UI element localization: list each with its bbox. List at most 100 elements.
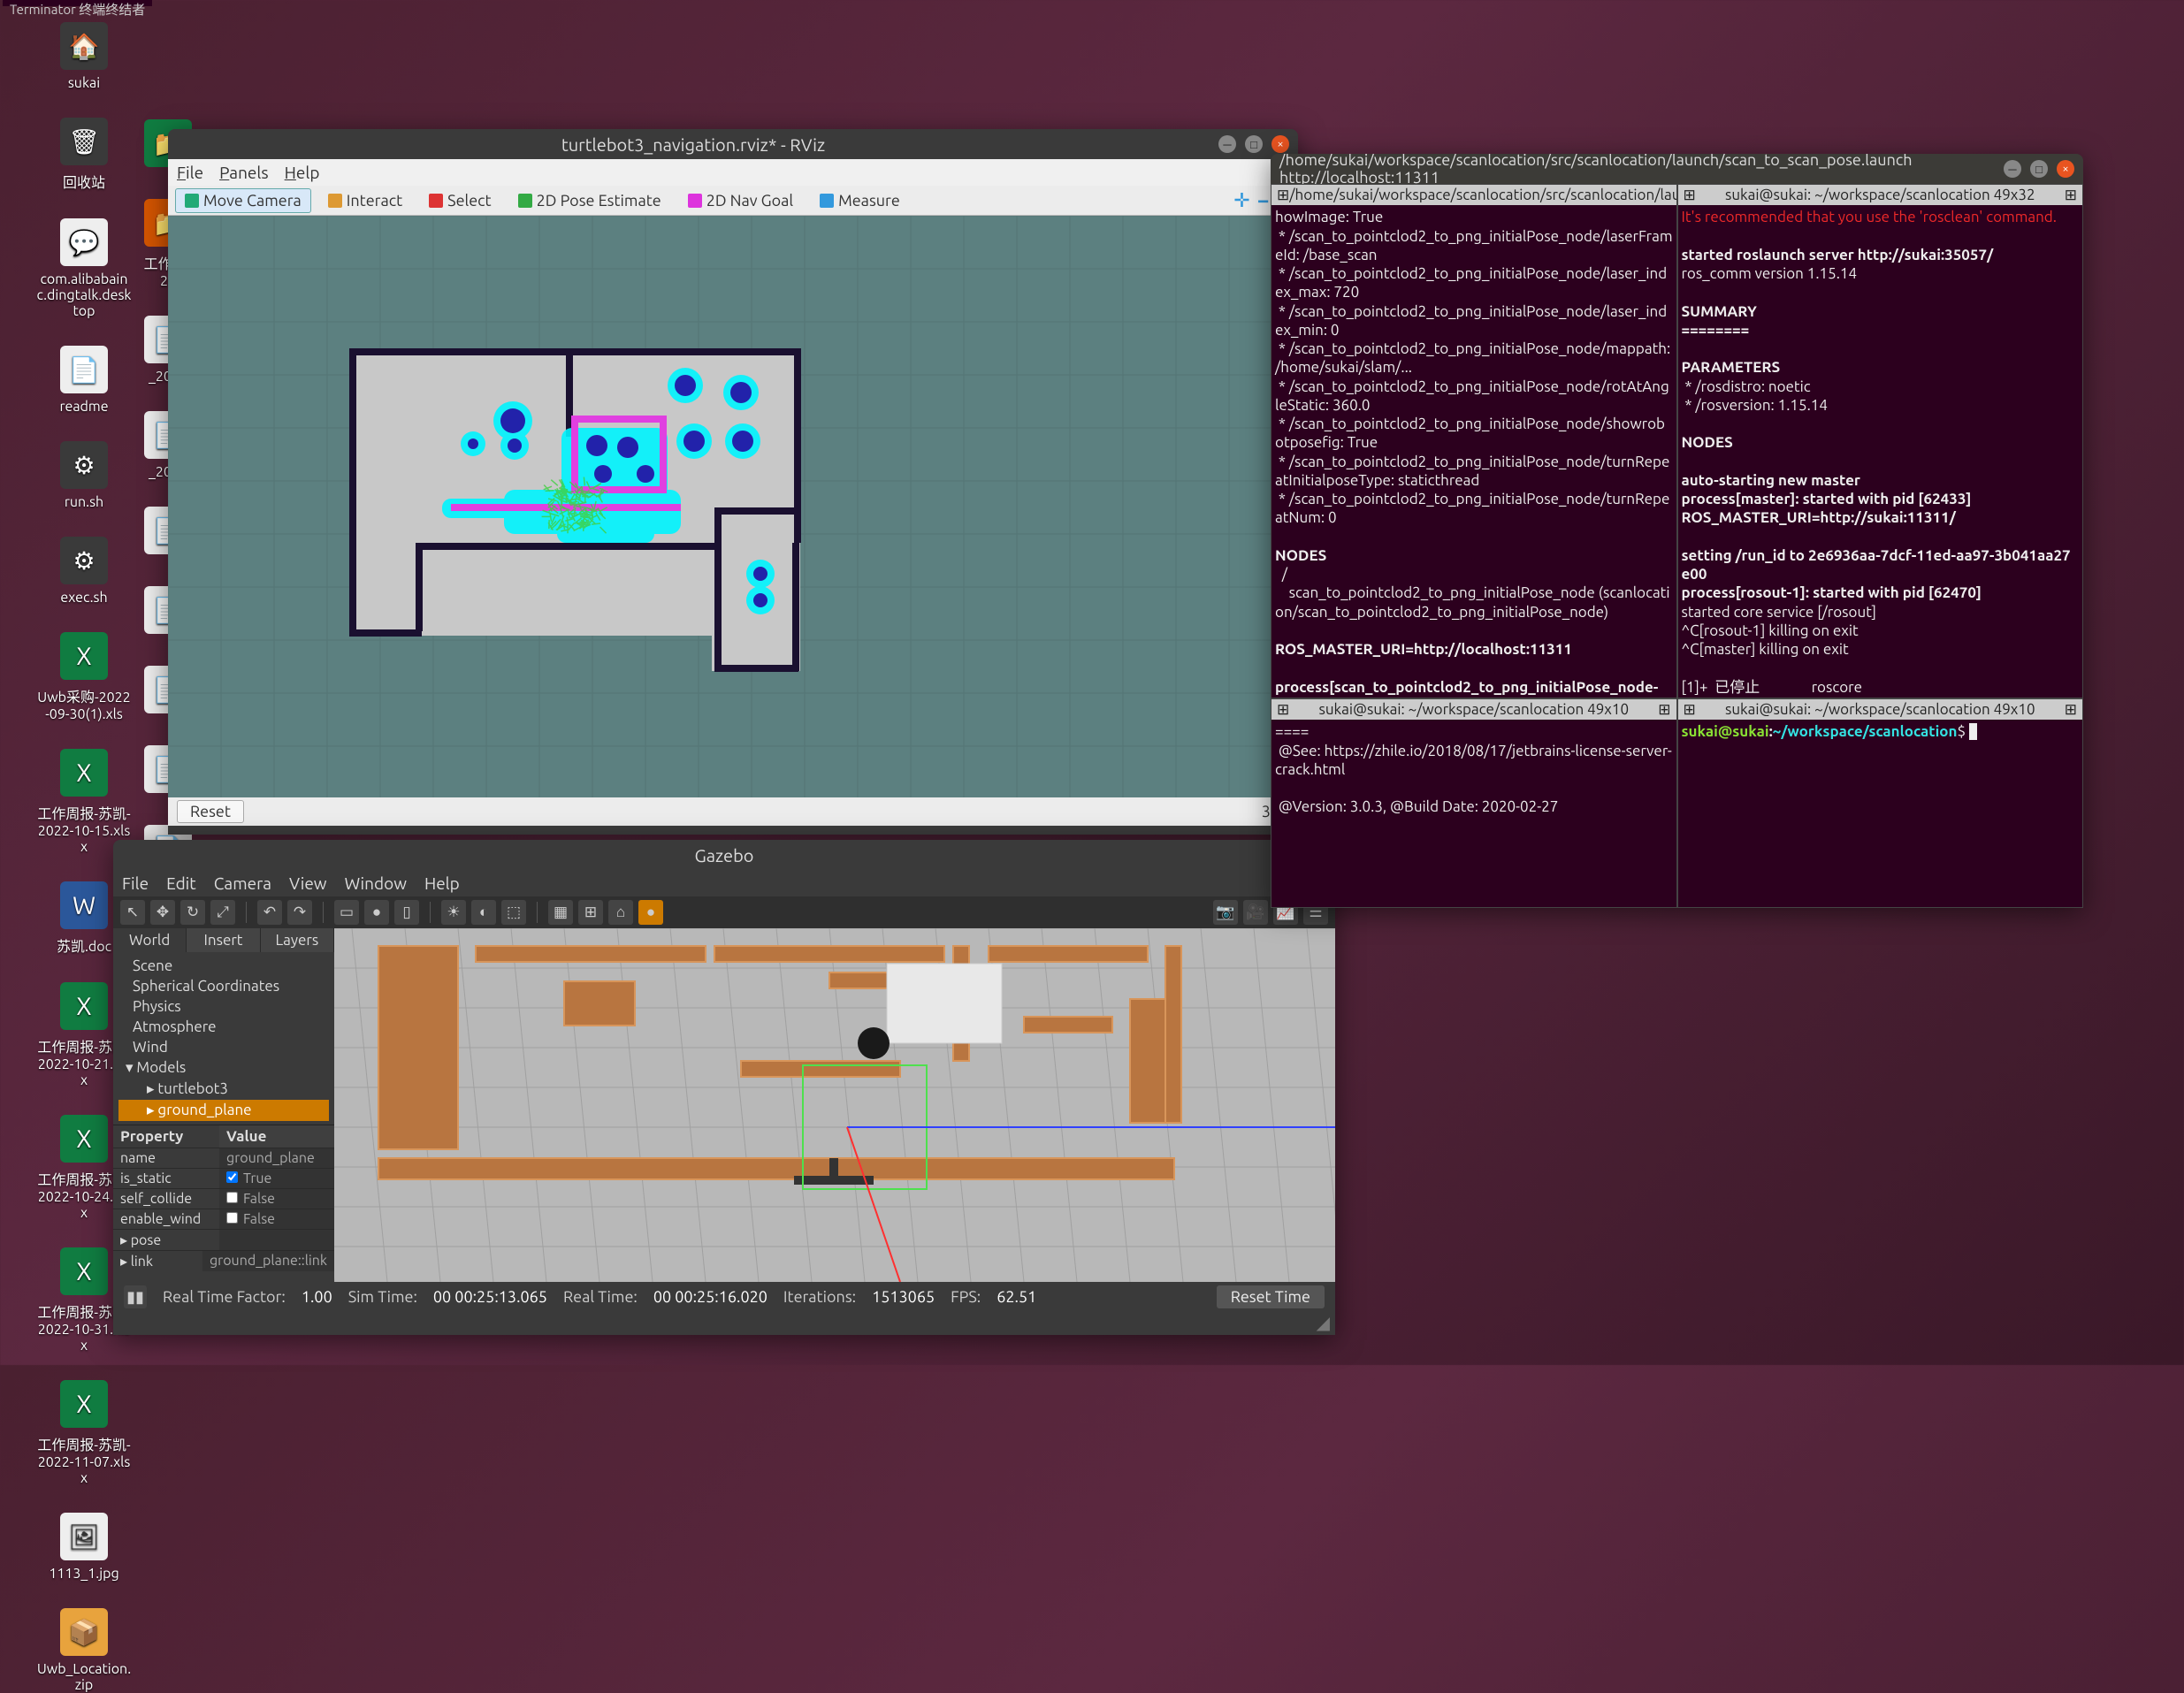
toolbar-button[interactable]: ▭ xyxy=(334,900,359,925)
pause-button[interactable]: ▮▮ xyxy=(124,1285,147,1308)
icon-label: sukai xyxy=(68,75,100,91)
terminal-title: /home/sukai/workspace/scanlocation/src/s… xyxy=(1279,154,1995,187)
terminal-pane-br[interactable]: ⊞sukai@sukai: ~/workspace/scanlocation 4… xyxy=(1677,698,2084,908)
gazebo-statusbar: ▮▮ Real Time Factor: 1.00 Sim Time: 00 0… xyxy=(113,1282,1335,1312)
terminal-pane-tl[interactable]: ⊞/home/sukai/workspace/scanlocation/src/… xyxy=(1271,184,1677,698)
toolbar-button[interactable]: ↶ xyxy=(257,900,282,925)
tree-item[interactable]: Wind xyxy=(118,1037,329,1057)
desktop-icon[interactable]: X工作周报-苏凯-2022-10-15.xlsx xyxy=(35,749,133,855)
toolbar-button[interactable]: ↷ xyxy=(287,900,312,925)
close-icon[interactable]: × xyxy=(1271,135,1289,153)
prop-value[interactable]: ground_plane xyxy=(219,1148,334,1168)
terminal-pane-bl[interactable]: ⊞sukai@sukai: ~/workspace/scanlocation 4… xyxy=(1271,698,1677,908)
camera-icon[interactable]: 📷 xyxy=(1213,900,1238,925)
tool-select[interactable]: Select xyxy=(419,188,500,213)
zoom-out-icon[interactable]: − xyxy=(1257,188,1270,212)
pane-title: sukai@sukai: ~/workspace/scanlocation 49… xyxy=(1318,700,1629,719)
toolbar-button[interactable]: ⌂ xyxy=(608,900,633,925)
desktop-icon[interactable]: 📦Uwb_Location.zip xyxy=(35,1608,133,1693)
desktop-icon[interactable]: 📄readme xyxy=(35,346,133,415)
tab-world[interactable]: World xyxy=(113,928,187,952)
rviz-viewport[interactable] xyxy=(168,216,1298,797)
tool-interact[interactable]: Interact xyxy=(318,188,412,213)
toolbar-button[interactable]: ☀ xyxy=(441,900,466,925)
terminal-pane-tr[interactable]: ⊞sukai@sukai: ~/workspace/scanlocation 4… xyxy=(1677,184,2084,698)
tree-item[interactable]: ▸ turtlebot3 xyxy=(118,1079,329,1100)
icon-label: 1113_1.jpg xyxy=(49,1566,118,1582)
tree-item[interactable]: Scene xyxy=(118,956,329,976)
tool-measure[interactable]: Measure xyxy=(810,188,910,213)
resize-grip[interactable]: ◢ xyxy=(113,1312,1335,1326)
toolbar-button[interactable]: ◐ xyxy=(471,900,496,925)
menu-item[interactable]: Help xyxy=(424,873,460,893)
checkbox[interactable] xyxy=(226,1192,238,1203)
icon-label: 苏凯.doc xyxy=(57,934,111,956)
tree-item[interactable]: Atmosphere xyxy=(118,1017,329,1037)
desktop-icon[interactable]: 🏠 sukai xyxy=(35,22,133,91)
menu-item[interactable]: Edit xyxy=(166,873,196,893)
desktop-icon[interactable]: 💬com.alibabainc.dingtalk.desktop xyxy=(35,218,133,319)
record-icon[interactable]: 🎥 xyxy=(1243,900,1268,925)
toolbar-button[interactable]: ↻ xyxy=(180,900,205,925)
desktop-icon[interactable]: 🗑回收站 xyxy=(35,118,133,192)
minimize-icon[interactable]: ─ xyxy=(1218,135,1236,153)
rviz-titlebar[interactable]: turtlebot3_navigation.rviz* - RViz ─ □ × xyxy=(168,129,1298,159)
desktop-icon[interactable]: XUwb采购-2022-09-30(1).xls xyxy=(35,632,133,722)
reset-button[interactable]: Reset xyxy=(177,800,244,823)
checkbox[interactable] xyxy=(226,1171,238,1183)
toolbar-button[interactable]: ⬚ xyxy=(501,900,526,925)
tab-insert[interactable]: Insert xyxy=(187,928,260,952)
menu-item[interactable]: Window xyxy=(345,873,407,893)
prop-value[interactable]: False xyxy=(219,1209,334,1229)
tree-item[interactable]: Physics xyxy=(118,996,329,1017)
maximize-icon[interactable]: □ xyxy=(1245,135,1263,153)
toolbar-button[interactable]: ↖ xyxy=(120,900,145,925)
close-icon[interactable]: × xyxy=(2057,160,2074,178)
file-icon: 🗑 xyxy=(60,118,108,165)
file-icon: 🏠 xyxy=(60,22,108,70)
tool-move-camera[interactable]: Move Camera xyxy=(175,188,311,213)
rviz-menubar: File Panels Help xyxy=(168,159,1298,186)
gazebo-viewport[interactable] xyxy=(334,928,1335,1282)
file-icon: X xyxy=(60,632,108,680)
checkbox[interactable] xyxy=(226,1212,238,1224)
tool-2d-pose-estimate[interactable]: 2D Pose Estimate xyxy=(508,188,671,213)
focus-icon[interactable]: ✛ xyxy=(1233,189,1249,212)
desktop-icon[interactable]: X工作周报-苏凯-2022-11-07.xlsx xyxy=(35,1380,133,1486)
minimize-icon[interactable]: ─ xyxy=(2004,160,2021,178)
property-row: ▸ linkground_plane::link xyxy=(113,1250,334,1271)
menu-item[interactable]: Help xyxy=(285,163,320,182)
iter-label: Iterations: xyxy=(783,1288,856,1306)
toolbar-button[interactable]: ✥ xyxy=(150,900,175,925)
terminal-titlebar[interactable]: /home/sukai/workspace/scanlocation/src/s… xyxy=(1271,154,2083,184)
toolbar-button[interactable]: ● xyxy=(364,900,389,925)
menu-item[interactable]: View xyxy=(289,873,327,893)
toolbar-button[interactable]: ▯ xyxy=(394,900,419,925)
gazebo-titlebar[interactable]: Gazebo xyxy=(113,840,1335,870)
menu-item[interactable]: File xyxy=(177,163,203,182)
tree-item[interactable]: ▸ ground_plane xyxy=(118,1100,329,1121)
menu-item[interactable]: Camera xyxy=(214,873,271,893)
tab-layers[interactable]: Layers xyxy=(261,928,334,952)
rtf-value: 1.00 xyxy=(302,1288,332,1306)
toolbar-button[interactable]: ● xyxy=(638,900,663,925)
pane-title: sukai@sukai: ~/workspace/scanlocation 49… xyxy=(1725,700,2035,719)
menu-item[interactable]: Panels xyxy=(219,163,269,182)
tree-item[interactable]: ▾ Models xyxy=(118,1057,329,1079)
prop-value[interactable] xyxy=(219,1230,334,1250)
desktop-icon[interactable]: 🖼1113_1.jpg xyxy=(35,1513,133,1582)
prop-value[interactable]: False xyxy=(219,1189,334,1209)
desktop-icon[interactable]: ⚙exec.sh xyxy=(35,537,133,606)
prop-value[interactable]: True xyxy=(219,1169,334,1188)
tree-item[interactable]: Spherical Coordinates xyxy=(118,976,329,996)
tool-2d-nav-goal[interactable]: 2D Nav Goal xyxy=(678,188,803,213)
toolbar-button[interactable]: ⊞ xyxy=(578,900,603,925)
desktop-icon[interactable]: ⚙run.sh xyxy=(35,441,133,510)
reset-time-button[interactable]: Reset Time xyxy=(1217,1285,1325,1308)
prop-value[interactable]: ground_plane::link xyxy=(202,1251,334,1271)
menu-item[interactable]: File xyxy=(122,873,149,893)
toolbar-button[interactable]: ▦ xyxy=(548,900,573,925)
maximize-icon[interactable]: □ xyxy=(2030,160,2048,178)
icon-label: 工作周报-苏凯-2022-11-07.xlsx xyxy=(35,1433,133,1486)
toolbar-button[interactable]: ⤢ xyxy=(210,900,235,925)
